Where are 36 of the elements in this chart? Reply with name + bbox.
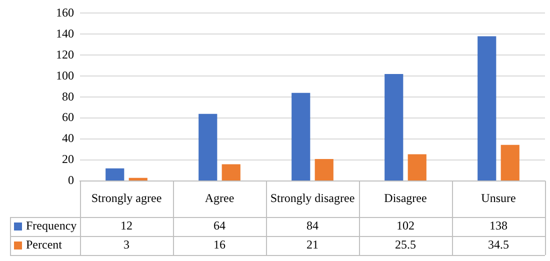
bar bbox=[314, 158, 334, 180]
bar bbox=[408, 154, 426, 180]
data-label: 34.5 bbox=[488, 238, 509, 252]
y-tick-label: 100 bbox=[56, 68, 74, 82]
y-tick-label: 20 bbox=[62, 152, 74, 166]
bar bbox=[222, 164, 240, 180]
y-tick-label: 40 bbox=[62, 131, 74, 146]
x-tick-label: Disagree bbox=[384, 191, 427, 206]
bar bbox=[384, 74, 404, 180]
data-label: 84 bbox=[306, 218, 318, 233]
data-label: 21 bbox=[306, 238, 318, 252]
bar bbox=[198, 114, 218, 180]
y-tick-label: 0 bbox=[68, 173, 74, 188]
bar bbox=[292, 92, 310, 180]
data-label: 3 bbox=[124, 238, 130, 252]
x-tick-label: Strongly agree bbox=[91, 191, 162, 206]
x-tick-label: Agree bbox=[204, 191, 234, 206]
data-label: 102 bbox=[396, 218, 414, 233]
x-tick-label: Unsure bbox=[481, 191, 516, 206]
x-tick-label: Strongly disagree bbox=[270, 191, 355, 206]
bar bbox=[500, 144, 520, 180]
data-label: 64 bbox=[214, 218, 226, 233]
data-label: 12 bbox=[120, 218, 132, 233]
data-label: 138 bbox=[490, 218, 508, 233]
y-tick-label: 120 bbox=[56, 47, 74, 62]
bar bbox=[106, 168, 124, 180]
y-tick-label: 80 bbox=[62, 89, 74, 104]
legend-label: Frequency bbox=[26, 218, 77, 233]
y-tick-label: 60 bbox=[62, 110, 74, 124]
y-tick-label: 140 bbox=[56, 26, 74, 40]
data-label: 16 bbox=[214, 238, 226, 252]
bar bbox=[128, 178, 148, 180]
bar bbox=[478, 36, 496, 180]
data-label: 25.5 bbox=[395, 238, 416, 252]
legend-label: Percent bbox=[26, 238, 63, 252]
y-tick-label: 160 bbox=[56, 5, 74, 20]
